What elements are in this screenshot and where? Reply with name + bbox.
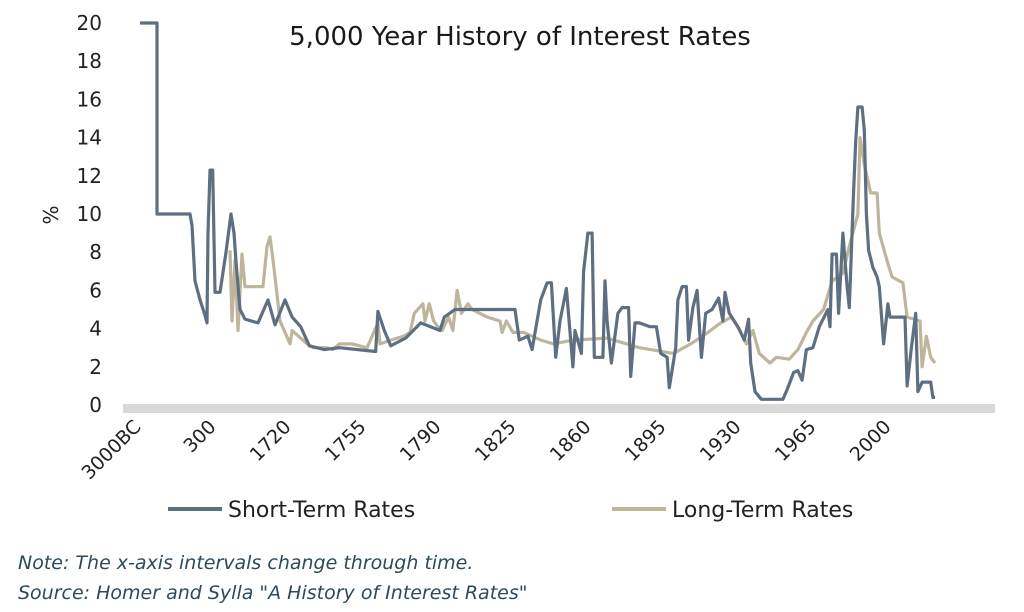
- y-tick-label: 10: [77, 202, 102, 226]
- x-tick-label: 1965: [771, 416, 821, 466]
- y-tick-label: 12: [77, 164, 102, 188]
- y-tick-label: 2: [89, 355, 102, 379]
- y-tick-label: 4: [89, 317, 102, 341]
- y-tick-label: 8: [89, 240, 102, 264]
- legend-label-short-term: Short-Term Rates: [228, 498, 415, 523]
- y-tick-labels: 0 2 4 6 8 10 12 14 16 18 20: [77, 11, 102, 417]
- y-tick-label: 18: [77, 49, 102, 73]
- x-tick-label: 2000: [846, 416, 896, 466]
- y-tick-label: 6: [89, 278, 102, 302]
- y-tick-label: 0: [89, 393, 102, 417]
- x-tick-label: 1720: [246, 416, 296, 466]
- x-axis-band: [123, 404, 995, 413]
- x-tick-label: 300: [179, 416, 220, 457]
- x-tick-label: 3000BC: [77, 416, 145, 484]
- series-long-term-rates: [228, 136, 937, 369]
- legend: Short-Term Rates Long-Term Rates: [168, 498, 853, 523]
- x-tick-labels: 3000BC 300 1720 1755 1790 1825 1860 1895 1930 196…: [77, 416, 895, 484]
- series-short-term-rates: [140, 21, 935, 401]
- x-tick-label: 1790: [396, 416, 446, 466]
- legend-label-long-term: Long-Term Rates: [672, 498, 853, 523]
- y-tick-label: 20: [77, 11, 102, 35]
- x-tick-label: 1755: [321, 416, 371, 466]
- y-tick-label: 16: [77, 87, 102, 111]
- x-tick-label: 1825: [471, 416, 521, 466]
- x-tick-label: 1860: [546, 416, 596, 466]
- series-lines: [140, 21, 937, 401]
- x-tick-label: 1895: [621, 416, 671, 466]
- chart-title: 5,000 Year History of Interest Rates: [289, 22, 751, 52]
- x-tick-label: 1930: [696, 416, 746, 466]
- chart-source: Source: Homer and Sylla "A History of In…: [18, 582, 528, 604]
- chart-note: Note: The x-axis intervals change throug…: [18, 552, 474, 574]
- y-axis-label: %: [39, 205, 63, 224]
- y-tick-label: 14: [77, 126, 102, 150]
